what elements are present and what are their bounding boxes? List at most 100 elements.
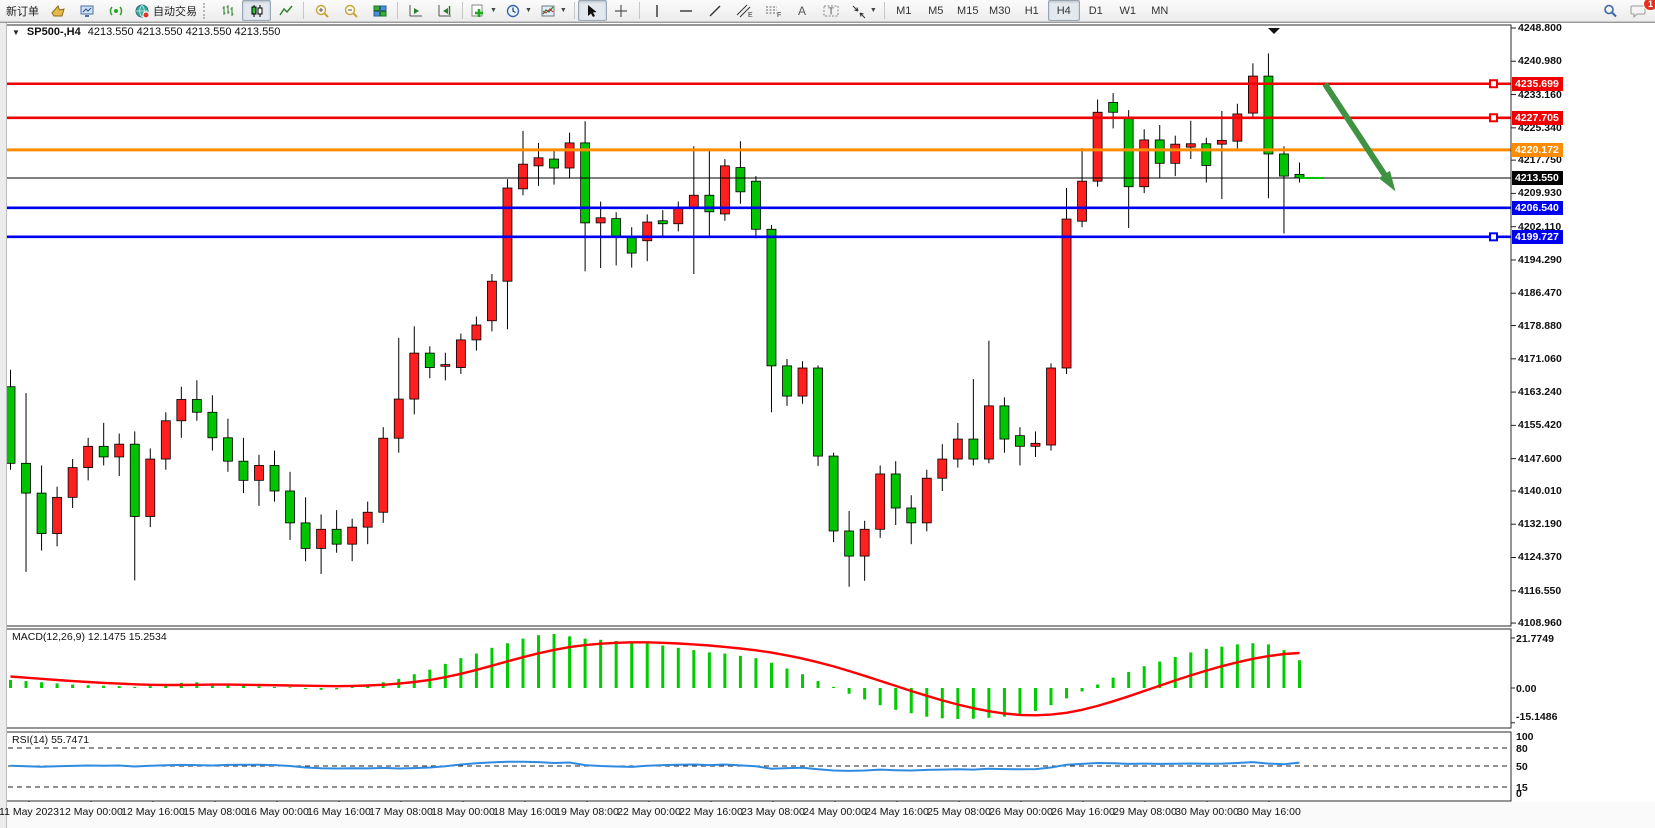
add-chart-button[interactable]: ▼ [466, 0, 501, 21]
candle [735, 167, 746, 193]
candles-group[interactable] [6, 53, 1305, 587]
add-chart-icon [470, 3, 486, 19]
chart-shift-button[interactable] [401, 0, 430, 21]
annotation-arrow[interactable] [1322, 82, 1396, 192]
candle [424, 352, 435, 368]
candle [316, 528, 327, 549]
signal-button[interactable] [101, 0, 130, 21]
candle [611, 218, 622, 237]
fibonacci-icon: F [764, 3, 782, 19]
candle [642, 221, 653, 242]
candle [502, 187, 513, 282]
line-handle[interactable] [1489, 79, 1498, 89]
candle [191, 399, 202, 413]
candle [471, 324, 482, 341]
tab-m5[interactable]: M5 [928, 4, 944, 17]
candle [1030, 442, 1041, 447]
tab-m1[interactable]: M1 [896, 4, 912, 17]
cursor-button[interactable] [577, 0, 607, 21]
candle [1232, 113, 1243, 142]
candle [114, 443, 125, 458]
candle [455, 339, 466, 368]
history-button[interactable] [43, 0, 72, 21]
chart-window[interactable]: ▼ SP500-,H4 4213.550 4213.550 4213.550 4… [0, 22, 1655, 828]
line-chart-button[interactable] [271, 0, 300, 21]
candle [67, 467, 78, 498]
chevron-down-icon: ▼ [524, 7, 532, 14]
cursor-icon [584, 3, 600, 19]
equidistant-channel-button[interactable]: E [730, 0, 759, 21]
tab-m30[interactable]: M30 [989, 4, 1011, 17]
line-handle[interactable] [1489, 232, 1498, 242]
tile-windows-button[interactable] [365, 0, 394, 21]
arrows-button[interactable]: ▼ [846, 0, 881, 21]
template-button[interactable]: ▼ [536, 0, 571, 21]
candle [83, 445, 94, 468]
candle [704, 194, 715, 213]
candle [36, 492, 47, 534]
candle [1248, 75, 1258, 114]
line-handle[interactable] [1489, 113, 1498, 123]
text-label-button[interactable]: T [817, 0, 846, 21]
candle [549, 158, 559, 169]
line-chart-icon [278, 3, 294, 19]
candle [1123, 118, 1134, 188]
tab-m15[interactable]: M15 [957, 4, 979, 17]
tab-h4[interactable]: H4 [1047, 0, 1080, 21]
terminal-button[interactable] [72, 0, 101, 21]
chevron-down-icon: ▼ [559, 7, 567, 14]
candle [440, 364, 451, 367]
window-left-frame [0, 23, 7, 828]
auto-scroll-button[interactable] [430, 0, 459, 21]
candle [626, 235, 637, 254]
text-label-icon: T [822, 3, 840, 19]
candle [968, 438, 979, 460]
chart-canvas[interactable] [0, 23, 1655, 828]
candle [145, 458, 156, 517]
candle [300, 522, 311, 549]
notification-badge: 1 [1642, 0, 1655, 11]
candle [719, 165, 730, 215]
trendline-icon [707, 3, 723, 19]
signal-icon [108, 3, 124, 19]
candlestick-icon [249, 3, 265, 19]
svg-text:F: F [777, 12, 781, 19]
candle [518, 163, 528, 190]
tab-w1[interactable]: W1 [1119, 4, 1137, 17]
candle [828, 455, 839, 532]
candle [906, 507, 917, 524]
period-button[interactable]: ▼ [501, 0, 536, 21]
zoom-in-button[interactable] [307, 0, 336, 21]
candle [890, 473, 901, 509]
equidistant-channel-icon: E [735, 3, 753, 19]
trendline-button[interactable] [701, 0, 730, 21]
candle [1216, 139, 1227, 145]
candle [952, 438, 963, 460]
time-axis[interactable] [0, 802, 1655, 828]
crosshair-button[interactable] [607, 0, 636, 21]
new-order-button[interactable]: 新订单 [2, 0, 43, 21]
auto-scroll-icon [437, 3, 453, 19]
candle [238, 460, 249, 481]
candle [254, 465, 264, 481]
chat-button[interactable]: 1 [1624, 0, 1655, 21]
candle [487, 280, 497, 322]
tab-h1[interactable]: H1 [1024, 4, 1039, 17]
zoom-out-button[interactable] [336, 0, 365, 21]
bar-chart-button[interactable] [213, 0, 242, 21]
candle [393, 398, 404, 439]
tab-d1[interactable]: D1 [1088, 4, 1103, 17]
fibonacci-button[interactable]: F [759, 0, 788, 21]
candle [844, 530, 855, 557]
text-button[interactable]: A [788, 0, 817, 21]
candle [362, 511, 373, 528]
tab-mn[interactable]: MN [1151, 4, 1169, 17]
terminal-icon [79, 3, 95, 19]
candle [564, 142, 575, 169]
macd-signal-line [10, 641, 1300, 717]
candlestick-chart-button[interactable] [242, 0, 271, 21]
horizontal-line-button[interactable] [672, 0, 701, 21]
vertical-line-button[interactable] [643, 0, 672, 21]
auto-trading-button[interactable]: 自动交易 [130, 0, 201, 21]
search-button[interactable] [1595, 0, 1624, 21]
